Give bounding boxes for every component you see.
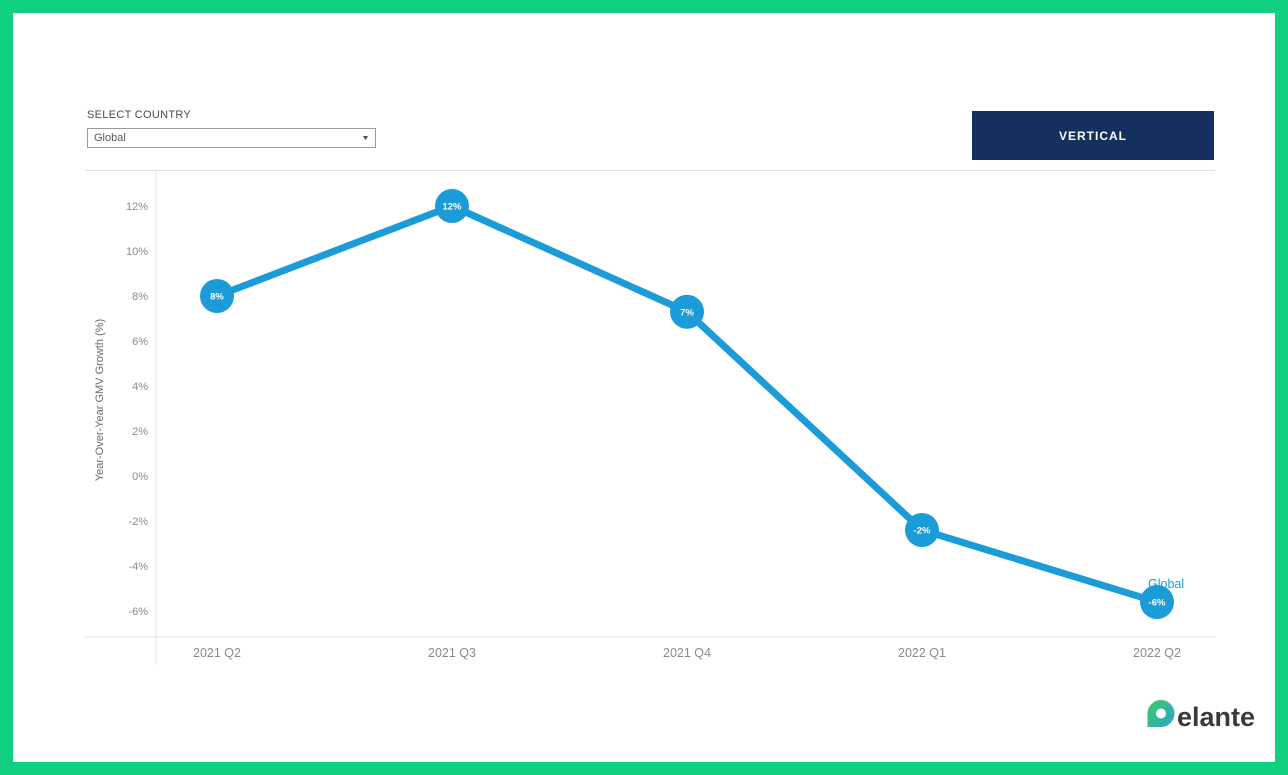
data-point-label: -2%: [914, 526, 931, 537]
x-tick-label: 2021 Q2: [193, 646, 241, 660]
delante-logo: elante: [1147, 700, 1255, 732]
y-tick-label: 0%: [132, 471, 148, 483]
y-tick-label: 6%: [132, 336, 148, 348]
y-tick-label: 10%: [126, 246, 148, 258]
chart-canvas: 12% 10% 8% 6% 4% 2% 0% -2% -4% -6% 2021 Q2 2021 Q3 2…: [85, 170, 1215, 665]
x-tick-label: 2021 Q3: [428, 646, 476, 660]
delante-logo-text: elante: [1177, 702, 1255, 732]
y-axis-title: Year-Over-Year GMV Growth (%): [94, 319, 106, 481]
data-point-label: -6%: [1149, 598, 1166, 609]
y-tick-label: 8%: [132, 291, 148, 303]
data-point-2021-q3[interactable]: [435, 189, 469, 223]
vertical-button-label: VERTICAL: [1059, 128, 1127, 143]
data-point-2021-q4[interactable]: [670, 294, 704, 329]
x-tick-label: 2021 Q4: [663, 646, 711, 660]
data-point-2022-q1[interactable]: [905, 513, 939, 547]
x-tick-label: 2022 Q1: [898, 646, 946, 660]
growth-line-chart: 12% 10% 8% 6% 4% 2% 0% -2% -4% -6% 2021 Q2 2021 Q3 2…: [85, 170, 1215, 670]
delante-d-icon: [1147, 700, 1175, 727]
x-tick-label: 2022 Q2: [1133, 646, 1181, 660]
y-tick-label: -6%: [128, 606, 148, 618]
data-point-label: 8%: [210, 292, 224, 303]
select-country-dropdown[interactable]: Global ▼: [87, 128, 376, 148]
vertical-button[interactable]: VERTICAL: [972, 111, 1214, 160]
chevron-down-icon: ▼: [361, 134, 371, 142]
y-tick-label: -2%: [128, 516, 148, 528]
y-tick-label: 12%: [126, 201, 148, 213]
y-tick-label: 4%: [132, 381, 148, 393]
select-country-label: SELECT COUNTRY: [87, 109, 192, 121]
data-point-2022-q2[interactable]: [1140, 585, 1174, 619]
data-point-label: 7%: [680, 307, 694, 318]
series-line-global: [213, 202, 1161, 606]
data-point-label: 12%: [442, 202, 462, 213]
y-tick-label: -4%: [128, 561, 148, 573]
select-country-value: Global: [94, 132, 126, 144]
y-tick-label: 2%: [132, 426, 148, 438]
data-point-2021-q2[interactable]: [200, 279, 234, 313]
